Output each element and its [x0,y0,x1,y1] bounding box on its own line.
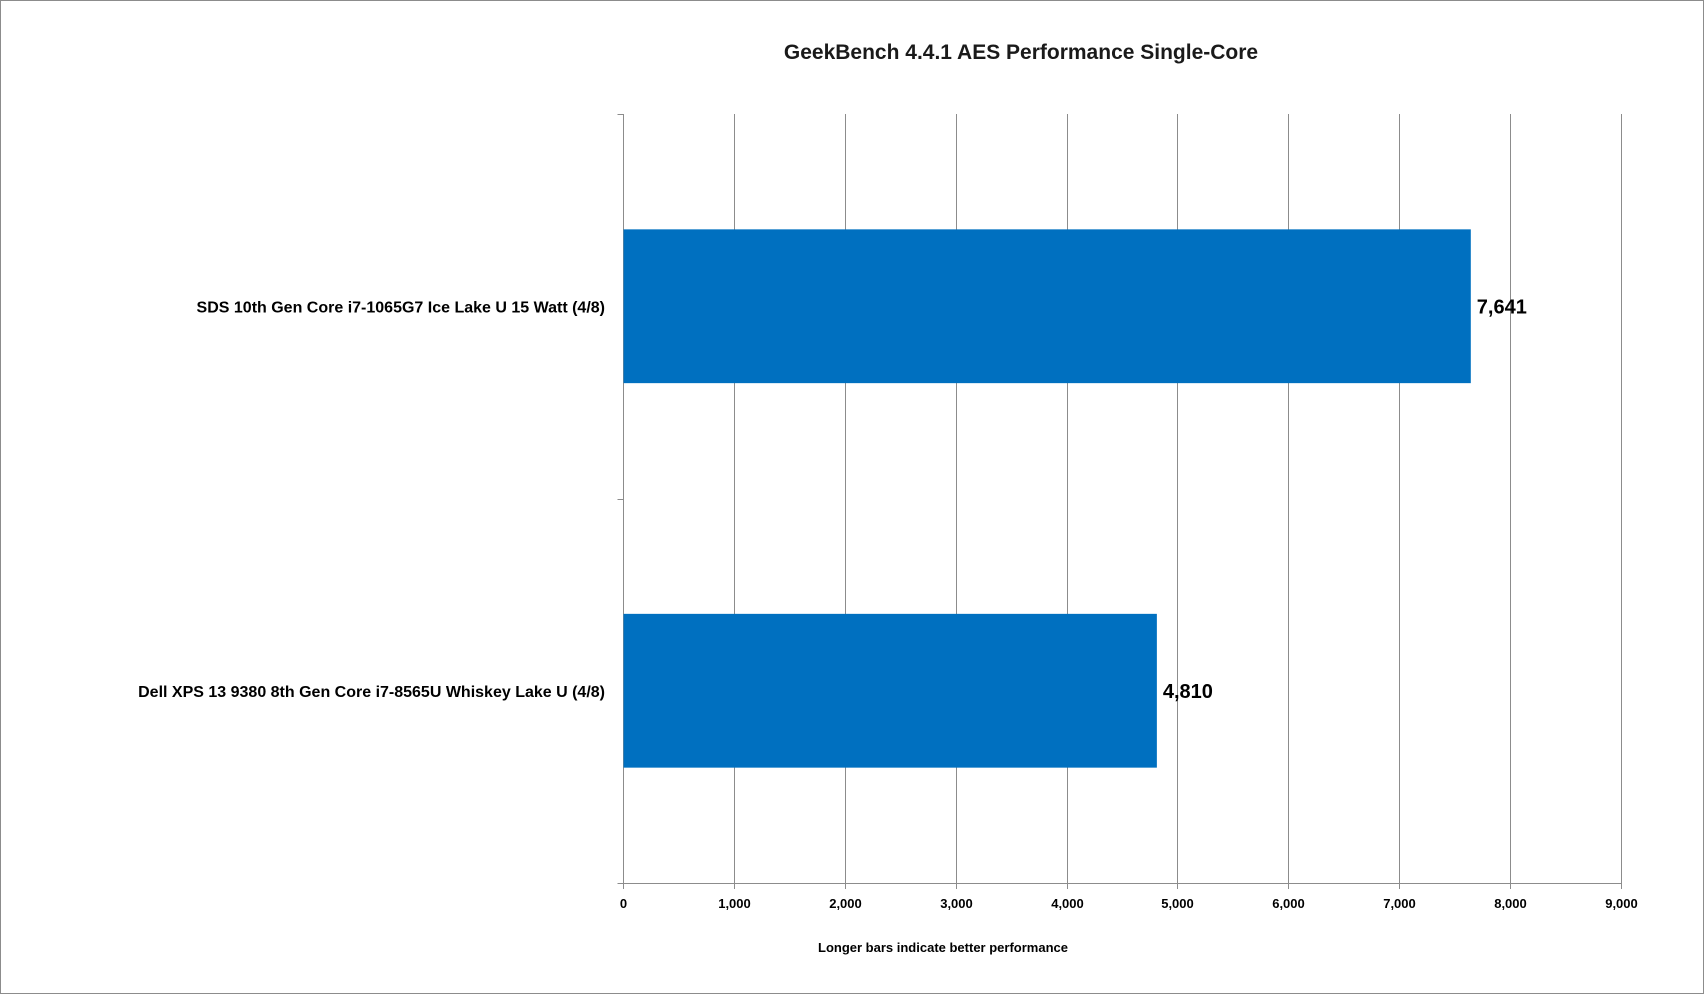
x-tick-label: 5,000 [1161,896,1194,911]
data-label: 7,641 [1477,296,1527,318]
x-tick-label: 4,000 [1051,896,1084,911]
x-tick-label: 7,000 [1383,896,1416,911]
data-label: 4,810 [1163,681,1213,703]
x-tick-label: 3,000 [940,896,973,911]
bar [623,229,1471,384]
x-tick-label: 6,000 [1272,896,1305,911]
x-axis-label: Longer bars indicate better performance [818,940,1068,955]
x-tick-label: 9,000 [1605,896,1638,911]
bars [623,229,1471,768]
category-label: SDS 10th Gen Core i7-1065G7 Ice Lake U 1… [197,299,605,316]
x-tick-label: 1,000 [718,896,751,911]
labels: 0 1,000 2,000 3,000 4,000 5,000 6,000 7,000 8,00… [138,296,1638,911]
x-tick-label: 0 [620,896,627,911]
category-label: Dell XPS 13 9380 8th Gen Core i7-8565U W… [138,684,605,701]
bar [623,613,1157,768]
x-tick-label: 2,000 [829,896,862,911]
x-tick-label: 8,000 [1494,896,1527,911]
chart-title: GeekBench 4.4.1 AES Performance Single-C… [784,41,1258,64]
